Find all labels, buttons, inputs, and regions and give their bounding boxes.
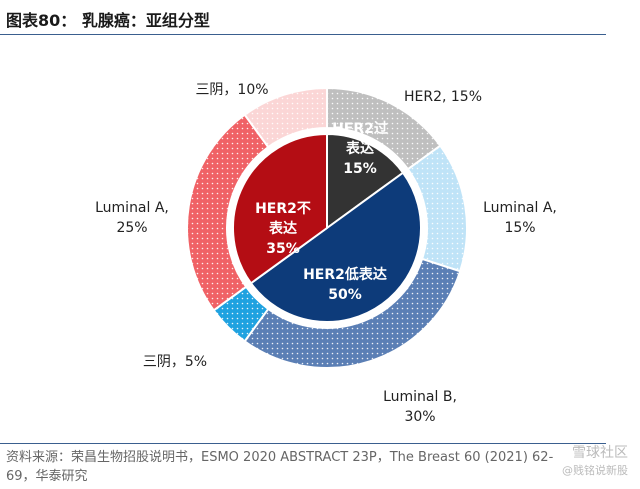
inner-label-3: HER2不表达 35% [255, 201, 311, 257]
source-note: 资料来源：荣昌生物招股说明书，ESMO 2020 ABSTRACT 23P，Th… [6, 450, 554, 484]
outer-slice-texture-2 [407, 145, 467, 272]
inner-slice-2 [249, 171, 422, 323]
watermark-main: 雪球社区 [572, 445, 628, 461]
inner-label-1: HER2过表达 15% [332, 120, 388, 177]
outer-slice-texture-5 [186, 114, 269, 311]
outer-label-5: Luminal A, 25% [95, 200, 169, 236]
outer-label-4: 三阴，5% [143, 354, 207, 370]
outer-labels: HER2, 15% Luminal A, 15% Luminal B, 30% 三阴，5%… [95, 82, 557, 425]
donut-chart: HER2过表达 15% HER2低表达 50% HER2不表达 35% HER2, 15%… [95, 82, 557, 425]
title-bar [0, 0, 606, 35]
inner-slice-1 [326, 132, 405, 230]
outer-slice-texture-3 [244, 258, 461, 368]
inner-slice-3 [232, 132, 328, 285]
inner-ring [232, 132, 422, 323]
watermark: 雪球社区 @贱铭说新股 [562, 444, 628, 480]
inner-label-2: HER2低表达 50% [303, 266, 387, 303]
outer-label-6: 三阴，10% [195, 82, 268, 98]
inner-labels: HER2过表达 15% HER2低表达 50% HER2不表达 35% [255, 120, 388, 303]
watermark-sub: @贱铭说新股 [562, 464, 628, 477]
outer-slice-texture-1 [327, 88, 441, 170]
outer-label-2: Luminal A, 15% [483, 200, 557, 236]
outer-label-3: Luminal B, 30% [383, 389, 457, 425]
outer-label-1: HER2, 15% [404, 89, 482, 105]
outer-slice-texture-6 [244, 88, 327, 148]
chart-title: 图表80： 乳腺癌：亚组分型 [6, 11, 210, 30]
outer-ring [186, 86, 468, 369]
source-divider [0, 443, 606, 444]
